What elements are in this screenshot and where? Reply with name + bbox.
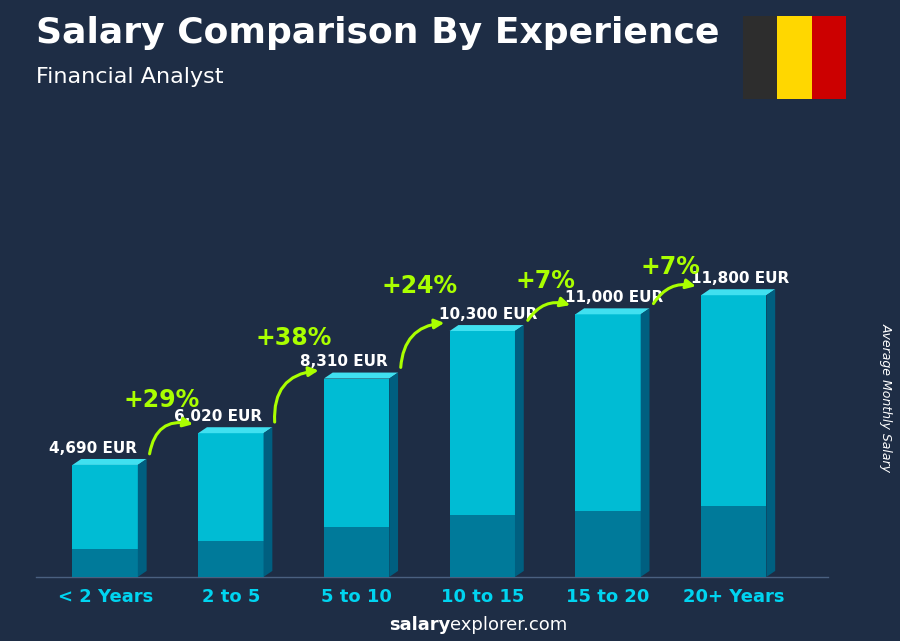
Polygon shape [324,379,390,528]
Polygon shape [575,512,641,577]
Polygon shape [73,459,147,465]
Polygon shape [575,314,641,512]
Text: 6,020 EUR: 6,020 EUR [175,409,262,424]
Text: +7%: +7% [641,254,701,278]
Polygon shape [701,289,775,296]
Text: Financial Analyst: Financial Analyst [36,67,223,87]
Polygon shape [701,296,767,506]
Polygon shape [450,325,524,331]
Polygon shape [198,427,273,433]
Polygon shape [767,289,775,577]
Text: +29%: +29% [123,388,200,412]
Polygon shape [390,372,398,577]
Bar [777,16,812,99]
Polygon shape [575,308,650,314]
Text: Average Monthly Salary: Average Monthly Salary [880,323,893,472]
Text: 11,800 EUR: 11,800 EUR [691,271,789,286]
Text: salary: salary [389,616,450,634]
Polygon shape [450,331,515,515]
Text: 10,300 EUR: 10,300 EUR [439,307,538,322]
Polygon shape [138,459,147,577]
Polygon shape [515,325,524,577]
Text: +24%: +24% [382,274,457,297]
Text: Salary Comparison By Experience: Salary Comparison By Experience [36,16,719,50]
Bar [742,16,777,99]
Polygon shape [198,433,264,541]
Polygon shape [450,515,515,577]
Polygon shape [701,506,767,577]
Polygon shape [73,549,138,577]
Text: 4,690 EUR: 4,690 EUR [49,441,137,456]
Polygon shape [324,372,398,379]
Text: +7%: +7% [515,269,575,293]
Text: explorer.com: explorer.com [450,616,567,634]
Polygon shape [198,541,264,577]
Text: 8,310 EUR: 8,310 EUR [300,354,388,369]
Polygon shape [264,427,273,577]
Polygon shape [73,465,138,549]
Text: 11,000 EUR: 11,000 EUR [565,290,663,305]
Bar [812,16,846,99]
Polygon shape [324,528,390,577]
Polygon shape [641,308,650,577]
Text: +38%: +38% [256,326,332,350]
